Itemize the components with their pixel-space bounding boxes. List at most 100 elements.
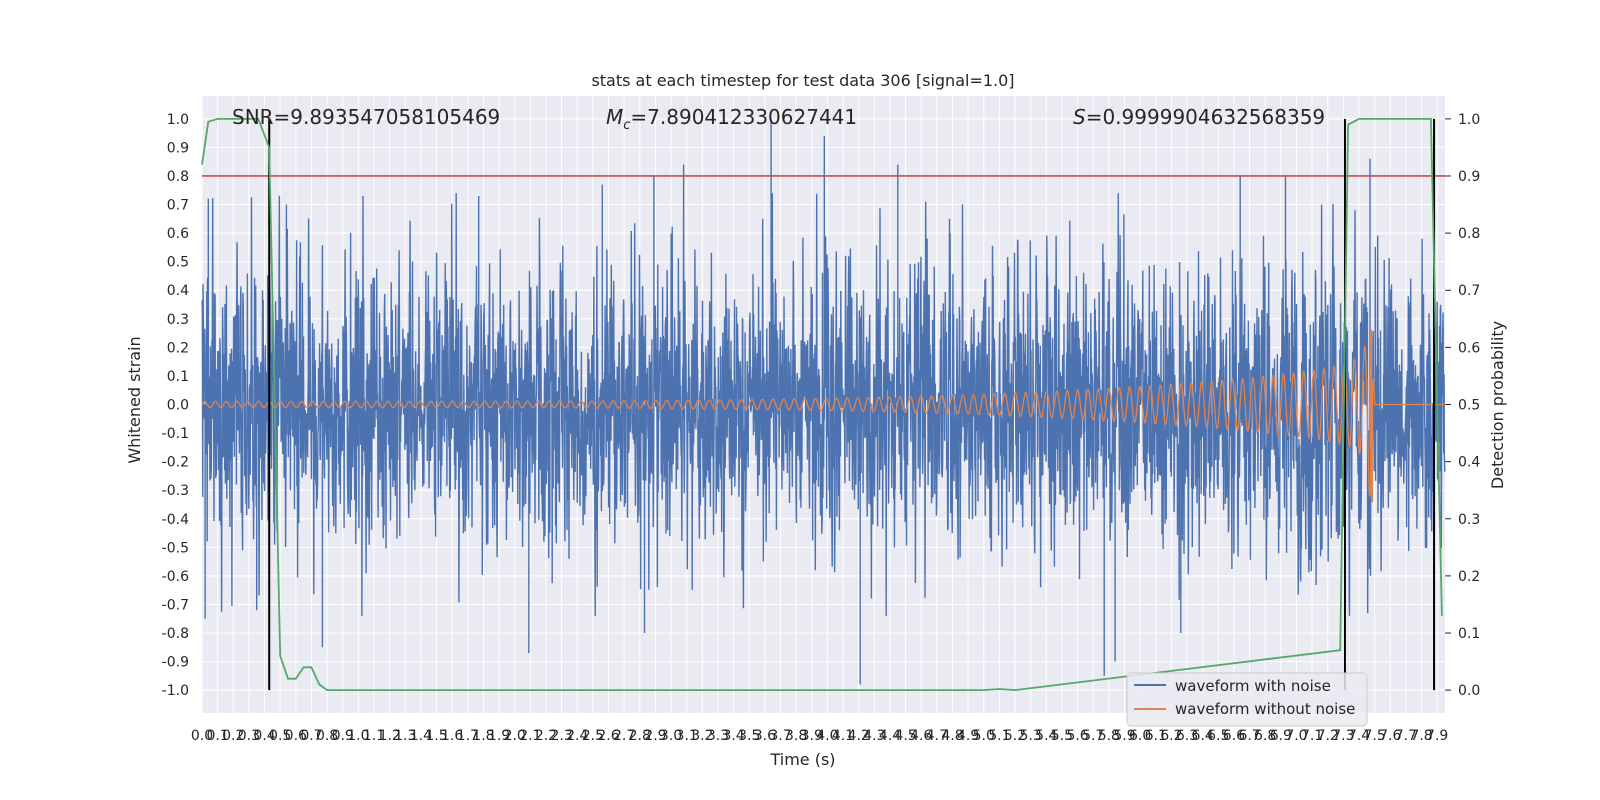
x-tick-label: 0.7 [300,728,322,744]
right-y-tick-label: 0.6 [1458,340,1480,356]
x-tick-label: 4.8 [941,728,963,744]
clean-waveform [201,329,1445,503]
x-tick-label: 4.3 [863,728,885,744]
left-y-tick-label: 0.1 [167,369,189,385]
x-tick-label: 1.0 [347,728,369,744]
x-tick-label: 7.0 [1285,728,1307,744]
noisy-waveform-line [201,118,1446,685]
x-tick-label: 0.1 [207,728,229,744]
x-tick-label: 6.9 [1270,728,1292,744]
right-y-tick-label: 1.0 [1458,112,1480,128]
x-tick-label: 1.5 [425,728,447,744]
x-tick-label: 4.6 [910,728,932,744]
x-tick-label: 4.1 [832,728,854,744]
x-tick-label: 6.1 [1145,728,1167,744]
right-y-axis-ticks: 0.0 0.1 0.2 0.3 0.4 0.5 0.6 0.7 0.8 0.9 1.0 [1445,112,1480,699]
x-tick-label: 7.3 [1332,728,1354,744]
x-tick-label: 1.1 [363,728,385,744]
x-tick-label: 6.0 [1129,728,1151,744]
x-tick-label: 2.2 [535,728,557,744]
x-tick-label: 3.0 [660,728,682,744]
right-y-tick-label: 0.5 [1458,398,1480,414]
x-tick-label: 6.4 [1192,728,1214,744]
x-tick-label: 3.3 [707,728,729,744]
x-tick-label: 4.9 [957,728,979,744]
left-y-tick-label: -0.6 [162,569,189,585]
right-y-axis-label: Detection probability [1488,321,1507,489]
x-axis-ticks: 0.00.10.20.30.40.50.60.70.80.91.01.11.21… [191,728,1448,744]
x-tick-label: 3.9 [801,728,823,744]
legend-label-clean: waveform without noise [1175,700,1355,718]
x-tick-label: 2.7 [613,728,635,744]
x-tick-label: 5.0 [973,728,995,744]
significance-symbol: S [1073,105,1086,129]
left-y-tick-label: 0.9 [167,140,189,156]
x-tick-label: 3.5 [738,728,760,744]
x-tick-label: 2.5 [582,728,604,744]
left-y-tick-label: 0.0 [167,398,189,414]
x-tick-label: 7.4 [1348,728,1370,744]
x-tick-label: 1.8 [472,728,494,744]
overlay-lines [201,118,1445,692]
x-tick-label: 4.0 [816,728,838,744]
x-tick-label: 5.2 [1004,728,1026,744]
x-tick-label: 0.0 [191,728,213,744]
x-axis-label: Time (s) [769,750,835,769]
legend: waveform with noise waveform without noi… [1126,672,1368,727]
left-y-tick-label: 1.0 [167,112,189,128]
left-y-tick-label: -0.4 [162,512,189,528]
x-tick-label: 7.1 [1301,728,1323,744]
x-tick-label: 3.7 [769,728,791,744]
x-tick-label: 0.6 [285,728,307,744]
clean-waveform-line [201,329,1445,503]
right-y-tick-label: 0.3 [1458,512,1480,528]
x-tick-label: 3.6 [754,728,776,744]
right-y-tick-label: 0.0 [1458,683,1480,699]
x-tick-label: 0.2 [222,728,244,744]
x-tick-label: 2.1 [519,728,541,744]
left-y-tick-label: -0.7 [162,597,189,613]
left-y-axis-label: Whitened strain [125,336,144,463]
x-tick-label: 5.3 [1020,728,1042,744]
x-tick-label: 5.7 [1082,728,1104,744]
left-y-tick-label: -0.2 [162,455,189,471]
x-tick-label: 2.3 [550,728,572,744]
right-y-tick-label: 0.9 [1458,169,1480,185]
x-tick-label: 2.4 [566,728,588,744]
x-tick-label: 4.2 [848,728,870,744]
left-y-tick-label: -0.1 [162,426,189,442]
legend-label-noisy: waveform with noise [1175,677,1331,695]
x-tick-label: 2.6 [597,728,619,744]
right-y-tick-label: 0.7 [1458,283,1480,299]
chart-title: stats at each timestep for test data 306… [591,71,1014,90]
left-y-tick-label: 0.4 [167,283,189,299]
significance-value: =0.9999904632568359 [1086,105,1325,129]
x-tick-label: 3.8 [785,728,807,744]
snr-annotation: SNR=9.893547058105469 [232,105,500,129]
left-y-tick-label: -1.0 [162,683,189,699]
x-tick-label: 7.9 [1426,728,1448,744]
right-y-tick-label: 0.2 [1458,569,1480,585]
left-y-tick-label: -0.8 [162,626,189,642]
right-y-tick-label: 0.8 [1458,226,1480,242]
x-tick-label: 3.1 [676,728,698,744]
x-tick-label: 7.6 [1379,728,1401,744]
legend-box [1126,672,1368,727]
left-y-tick-label: -0.9 [162,655,189,671]
x-tick-label: 1.7 [457,728,479,744]
left-y-tick-label: 0.8 [167,169,189,185]
x-tick-label: 0.3 [238,728,260,744]
x-tick-label: 3.4 [722,728,744,744]
left-y-tick-label: -0.3 [162,483,189,499]
x-tick-label: 5.9 [1113,728,1135,744]
x-tick-label: 0.8 [316,728,338,744]
x-tick-label: 5.4 [1035,728,1057,744]
x-tick-label: 5.8 [1098,728,1120,744]
x-tick-label: 2.0 [504,728,526,744]
x-tick-label: 6.7 [1238,728,1260,744]
detection-probability-line [201,118,1443,692]
left-y-tick-label: 0.7 [167,198,189,214]
significance-annotation: S=0.9999904632568359 [1073,105,1325,129]
right-y-tick-label: 0.4 [1458,455,1480,471]
